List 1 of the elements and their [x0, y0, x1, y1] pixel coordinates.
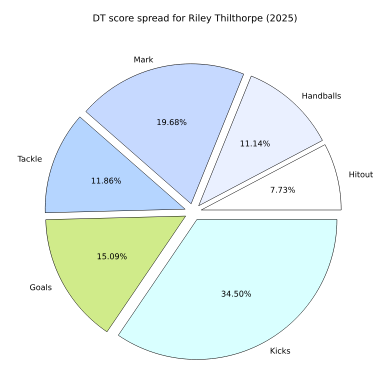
chart-title: DT score spread for Riley Thilthorpe (2025)	[94, 14, 297, 24]
